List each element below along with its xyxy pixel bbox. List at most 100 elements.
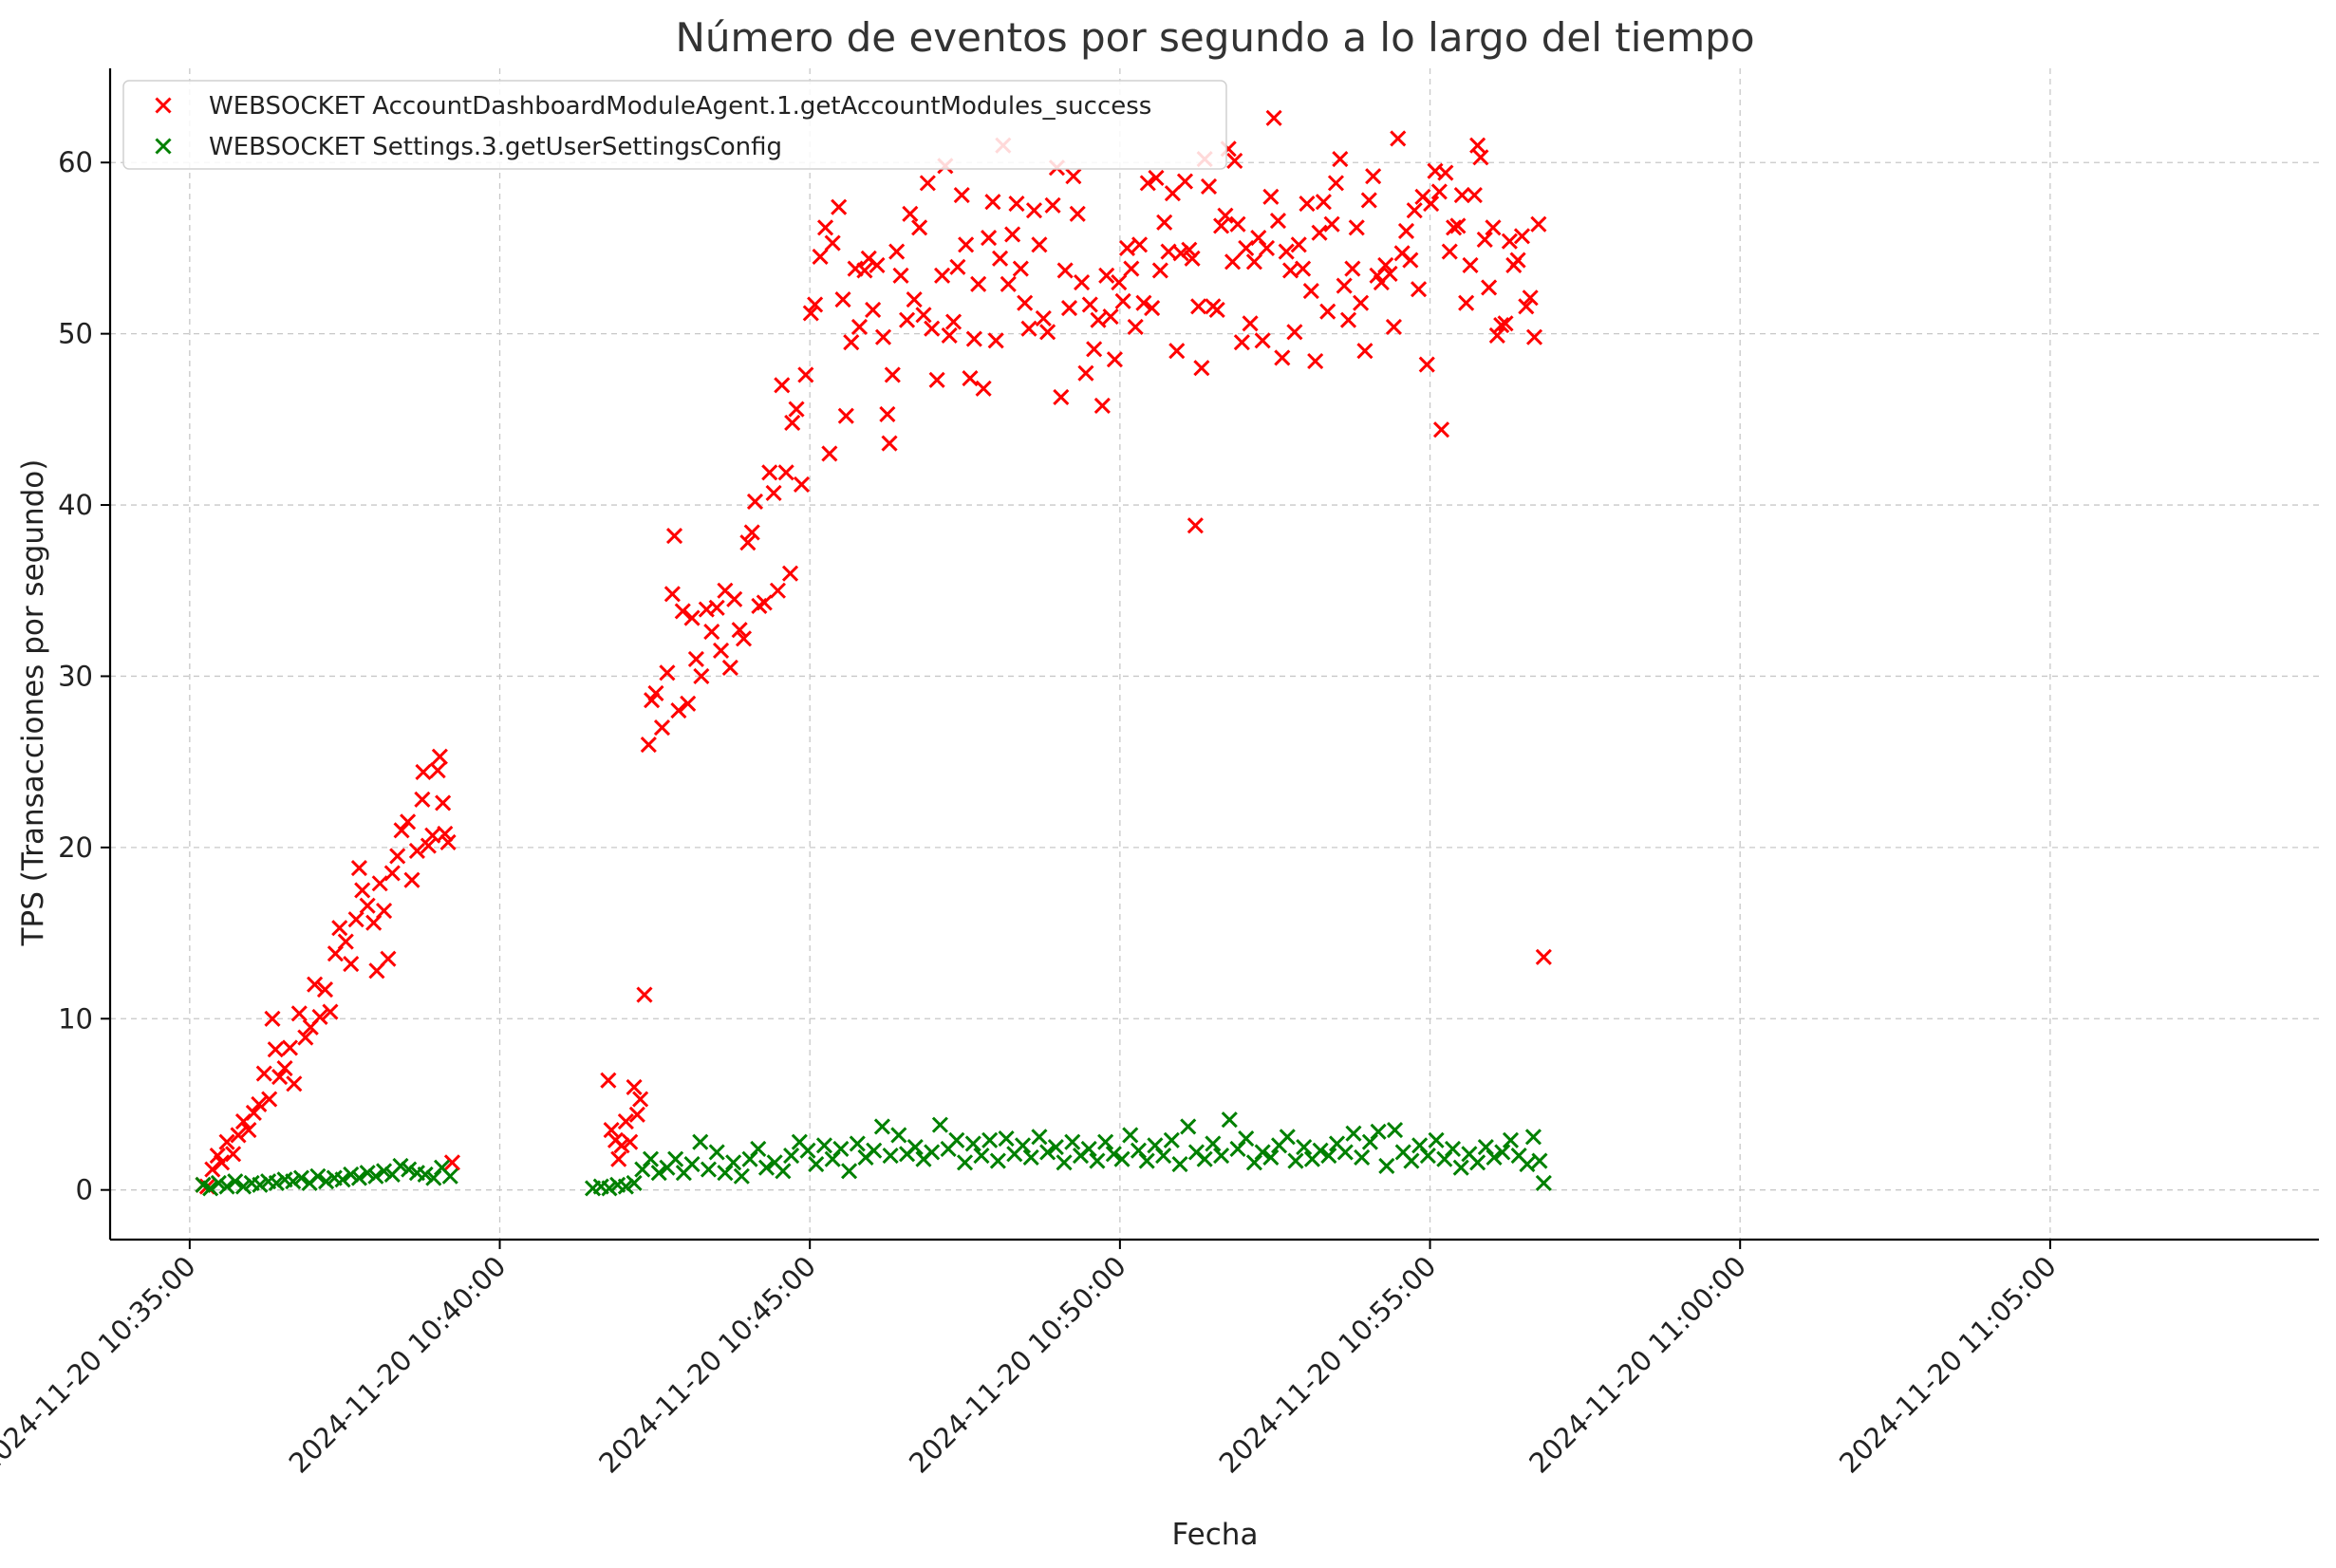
data-point xyxy=(1123,260,1140,277)
data-point xyxy=(882,1148,899,1165)
legend: WEBSOCKET AccountDashboardModuleAgent.1.… xyxy=(122,80,1227,170)
data-point xyxy=(733,1167,750,1185)
data-point xyxy=(1269,213,1287,230)
data-point xyxy=(928,371,945,388)
data-point xyxy=(873,1118,890,1135)
data-point xyxy=(1138,1152,1155,1169)
data-point xyxy=(743,524,760,541)
data-point xyxy=(271,1069,289,1086)
data-point xyxy=(965,330,982,347)
data-point xyxy=(1339,311,1357,328)
data-point xyxy=(693,667,710,685)
data-point xyxy=(680,695,697,712)
data-point xyxy=(687,650,704,667)
data-point xyxy=(1488,327,1505,344)
data-point xyxy=(1245,253,1262,271)
legend-marker-account-dashboard xyxy=(155,97,172,114)
data-point xyxy=(1493,317,1510,334)
y-tick-label: 0 xyxy=(76,1174,93,1206)
data-point xyxy=(1080,1140,1097,1157)
data-point xyxy=(815,1137,832,1154)
data-point xyxy=(756,594,773,611)
data-point xyxy=(700,1161,718,1178)
data-point xyxy=(415,763,432,781)
data-point xyxy=(403,871,420,888)
data-point xyxy=(1344,260,1361,277)
data-point xyxy=(1279,1129,1296,1146)
chart-title: Número de eventos por segundo a lo largo… xyxy=(675,14,1754,61)
data-point xyxy=(1446,219,1463,236)
data-point xyxy=(1356,343,1374,360)
data-point xyxy=(807,296,824,313)
data-point xyxy=(888,243,906,260)
data-point xyxy=(1181,241,1198,258)
data-point xyxy=(1535,1174,1552,1192)
data-point xyxy=(1319,303,1336,320)
legend-label-account-dashboard: WEBSOCKET AccountDashboardModuleAgent.1.… xyxy=(209,92,1151,121)
data-point xyxy=(1531,1152,1548,1169)
data-point xyxy=(1525,328,1543,345)
data-point xyxy=(1254,332,1271,349)
data-point xyxy=(964,1135,981,1152)
data-point xyxy=(261,1091,278,1108)
x-tick-label: 2024-11-20 10:50:00 xyxy=(903,1250,1132,1480)
data-point xyxy=(439,833,457,851)
data-point xyxy=(1360,192,1377,209)
data-point xyxy=(1299,195,1316,213)
data-point xyxy=(1122,1127,1139,1144)
data-point xyxy=(934,267,951,284)
data-point xyxy=(987,332,1004,349)
data-point xyxy=(1315,194,1332,211)
data-point xyxy=(245,1104,262,1122)
data-point xyxy=(1441,243,1458,260)
data-point xyxy=(225,1146,242,1163)
data-point xyxy=(431,748,448,765)
data-point xyxy=(1093,397,1111,414)
data-point xyxy=(642,1150,660,1167)
data-point xyxy=(1176,173,1194,190)
data-point xyxy=(941,327,958,344)
data-point xyxy=(1224,253,1242,271)
data-point xyxy=(1462,256,1479,274)
data-point xyxy=(1089,1152,1106,1169)
x-tick-label: 2024-11-20 10:35:00 xyxy=(0,1250,202,1480)
data-point xyxy=(1127,318,1144,335)
data-point xyxy=(1336,1144,1354,1161)
data-point xyxy=(812,248,829,266)
data-point xyxy=(841,1163,858,1180)
data-point xyxy=(670,701,687,719)
data-point xyxy=(879,405,896,422)
data-point xyxy=(984,194,1001,211)
data-point xyxy=(949,258,966,275)
data-point xyxy=(626,1078,643,1096)
data-point xyxy=(775,1163,792,1180)
data-point xyxy=(1466,186,1483,204)
data-point xyxy=(837,407,854,424)
data-point xyxy=(731,622,748,639)
data-point xyxy=(1348,219,1365,236)
data-point xyxy=(1187,517,1204,534)
x-tick-label: 2024-11-20 11:00:00 xyxy=(1523,1250,1752,1480)
x-axis-title: Fecha xyxy=(1172,1518,1259,1552)
data-point xyxy=(350,1169,367,1186)
data-point xyxy=(1397,222,1415,239)
data-point xyxy=(1144,300,1161,317)
data-point xyxy=(884,366,901,383)
data-point xyxy=(1131,236,1149,253)
data-point xyxy=(1200,177,1218,196)
legend-x-marker xyxy=(155,97,172,114)
data-point xyxy=(1353,294,1370,311)
legend-label-user-settings: WEBSOCKET Settings.3.getUserSettingsConf… xyxy=(209,133,782,161)
data-point xyxy=(1113,1150,1131,1167)
data-point xyxy=(1229,215,1246,233)
data-point xyxy=(874,328,892,345)
data-point xyxy=(931,1116,948,1133)
data-point xyxy=(268,1174,285,1192)
data-point xyxy=(1320,1148,1337,1165)
data-point xyxy=(1077,364,1094,382)
data-point xyxy=(292,1169,310,1186)
data-point xyxy=(202,1180,219,1197)
data-point xyxy=(1164,185,1181,202)
data-point xyxy=(347,911,364,928)
